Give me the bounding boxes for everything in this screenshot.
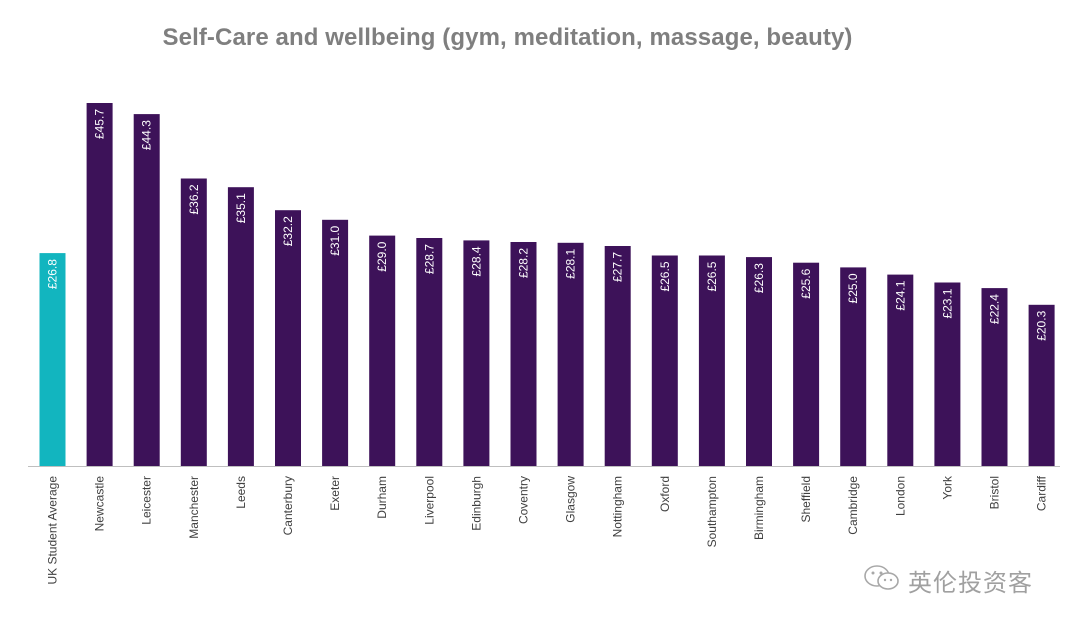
bar-durham xyxy=(369,235,396,466)
data-label: £26.5 xyxy=(658,261,672,291)
x-tick-label: Glasgow xyxy=(564,476,578,523)
x-tick-label: York xyxy=(940,475,954,500)
bar-bristol xyxy=(981,288,1008,466)
bar-manchester xyxy=(180,178,207,466)
data-label: £26.5 xyxy=(705,261,719,291)
data-label: £26.8 xyxy=(46,259,60,289)
x-tick-label: Nottingham xyxy=(611,476,625,537)
bar-glasgow xyxy=(557,242,584,466)
x-tick-label: Exeter xyxy=(328,476,342,511)
x-tick-label: Sheffield xyxy=(799,476,813,522)
data-label: £45.7 xyxy=(93,109,107,139)
chart-title: Self-Care and wellbeing (gym, meditation… xyxy=(162,24,853,51)
data-label: £28.1 xyxy=(564,248,578,278)
data-label: £35.1 xyxy=(234,193,248,223)
data-label: £28.7 xyxy=(422,244,436,274)
bar-birmingham xyxy=(746,257,772,466)
x-tick-label: Liverpool xyxy=(422,476,436,525)
x-tick-label: Edinburgh xyxy=(469,476,483,531)
bar-sheffield xyxy=(793,262,820,466)
data-label: £28.4 xyxy=(469,246,483,276)
x-tick-label: Durham xyxy=(375,476,389,519)
x-tick-label: Coventry xyxy=(517,476,531,524)
data-label: £20.3 xyxy=(1035,310,1049,340)
data-label: £29.0 xyxy=(375,241,389,271)
bar-cambridge xyxy=(840,267,867,466)
x-tick-label: Newcastle xyxy=(93,476,107,532)
bar-uk-student-average xyxy=(39,253,66,466)
x-tick-label: Bristol xyxy=(988,476,1002,509)
watermark: 英伦投资客 xyxy=(862,563,1033,598)
x-tick-label: UK Student Average xyxy=(46,476,60,585)
bar-exeter xyxy=(322,219,349,466)
x-tick-label: London xyxy=(893,476,907,516)
x-tick-label: Cambridge xyxy=(846,476,860,535)
bar-london xyxy=(887,274,914,466)
bar-cardiff xyxy=(1028,304,1055,466)
data-label: £24.1 xyxy=(893,280,907,310)
wechat-icon xyxy=(862,563,902,598)
bar-edinburgh xyxy=(463,240,490,466)
x-tick-label: Canterbury xyxy=(281,476,295,535)
data-label: £31.0 xyxy=(328,225,342,255)
data-label: £27.7 xyxy=(611,252,625,282)
data-label: £32.2 xyxy=(281,216,295,246)
bar-liverpool xyxy=(416,238,443,466)
bar-oxford xyxy=(651,255,678,466)
bar-leeds xyxy=(227,187,254,466)
x-tick-label: Leeds xyxy=(234,476,248,509)
data-label: £22.4 xyxy=(988,294,1002,324)
bar-newcastle xyxy=(86,103,113,466)
data-label: £28.2 xyxy=(517,248,531,278)
bar-canterbury xyxy=(275,210,301,466)
bar-southampton xyxy=(698,255,725,466)
data-label: £44.3 xyxy=(140,120,154,150)
data-label: £25.0 xyxy=(846,273,860,303)
x-tick-label: Cardiff xyxy=(1035,475,1049,511)
data-label: £36.2 xyxy=(187,184,201,214)
bar-leicester xyxy=(133,114,160,466)
bar-coventry xyxy=(510,242,537,466)
x-tick-label: Leicester xyxy=(140,476,154,525)
data-label: £23.1 xyxy=(940,288,954,318)
data-label: £26.3 xyxy=(752,263,766,293)
x-tick-label: Birmingham xyxy=(752,476,766,540)
x-tick-label: Southampton xyxy=(705,476,719,547)
x-tick-label: Oxford xyxy=(658,476,672,512)
x-tick-label: Manchester xyxy=(187,476,201,539)
data-label: £25.6 xyxy=(799,268,813,298)
bar-york xyxy=(934,282,961,466)
watermark-text: 英伦投资客 xyxy=(908,569,1033,597)
bar-nottingham xyxy=(604,246,631,466)
